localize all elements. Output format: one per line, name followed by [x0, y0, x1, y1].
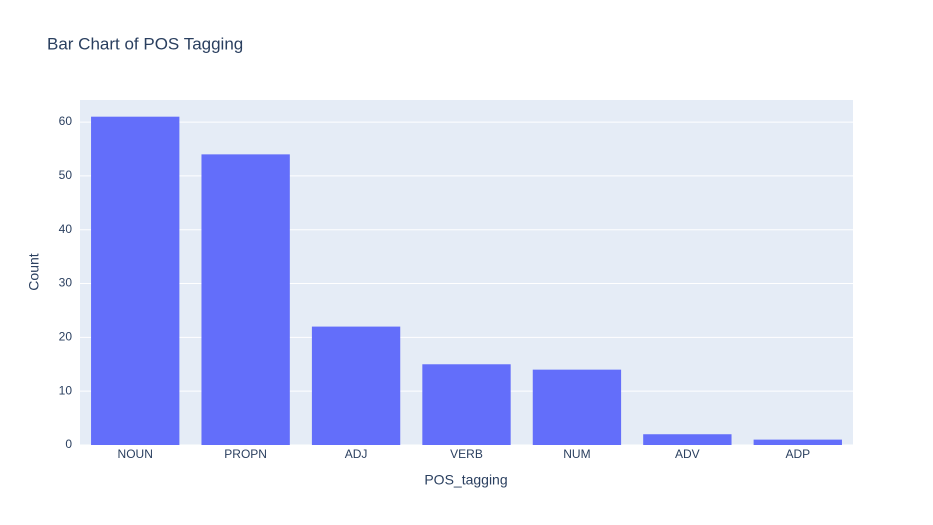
x-tick-label: NOUN	[118, 447, 153, 461]
bar	[532, 369, 622, 445]
bar	[753, 439, 842, 445]
y-tick-label: 20	[59, 330, 73, 344]
y-tick-label: 60	[59, 114, 73, 128]
bar	[422, 364, 511, 445]
y-tick-label: 0	[65, 437, 72, 451]
bar	[311, 326, 401, 445]
bar	[201, 154, 290, 446]
x-tick-label: VERB	[450, 447, 483, 461]
y-axis-title: Count	[26, 253, 42, 290]
bar	[643, 434, 732, 445]
x-tick-label: NUM	[563, 447, 590, 461]
bar	[91, 116, 180, 445]
y-tick-label: 30	[59, 276, 73, 290]
y-tick-label: 50	[59, 168, 73, 182]
x-tick-label: ADP	[785, 447, 810, 461]
x-tick-label: ADJ	[345, 447, 368, 461]
x-tick-label: ADV	[675, 447, 700, 461]
x-tick-label: PROPN	[224, 447, 267, 461]
chart-title: Bar Chart of POS Tagging	[47, 34, 243, 53]
y-tick-label: 10	[59, 383, 73, 397]
y-tick-label: 40	[59, 222, 73, 236]
x-axis-title: POS_tagging	[424, 472, 507, 488]
